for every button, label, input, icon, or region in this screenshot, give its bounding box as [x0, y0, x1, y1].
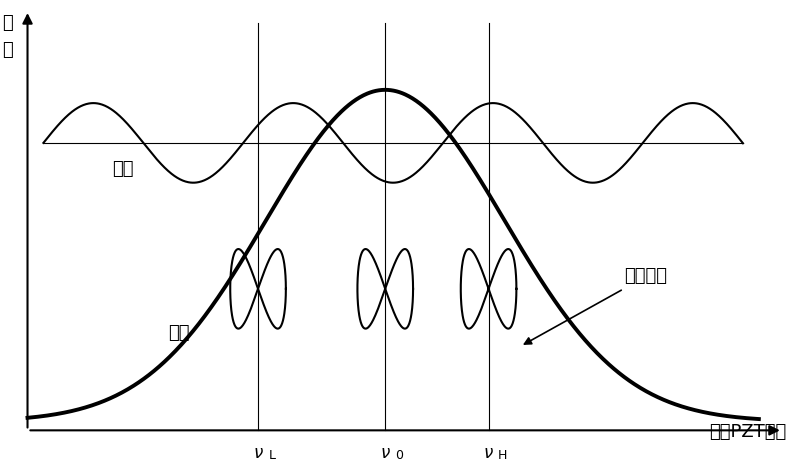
Text: $\nu$: $\nu$ — [380, 444, 390, 462]
Text: $\nu$: $\nu$ — [483, 444, 494, 462]
Text: 0: 0 — [395, 449, 403, 462]
Text: 增益曲线: 增益曲线 — [624, 267, 666, 285]
Text: 稳频PZT电压: 稳频PZT电压 — [710, 423, 786, 441]
Text: 输出: 输出 — [112, 161, 134, 178]
Text: H: H — [498, 449, 507, 462]
Text: 输入: 输入 — [168, 324, 190, 342]
Text: $\nu$: $\nu$ — [253, 444, 263, 462]
Text: L: L — [269, 449, 276, 462]
Text: 光: 光 — [2, 14, 13, 32]
Text: 强: 强 — [2, 41, 13, 59]
